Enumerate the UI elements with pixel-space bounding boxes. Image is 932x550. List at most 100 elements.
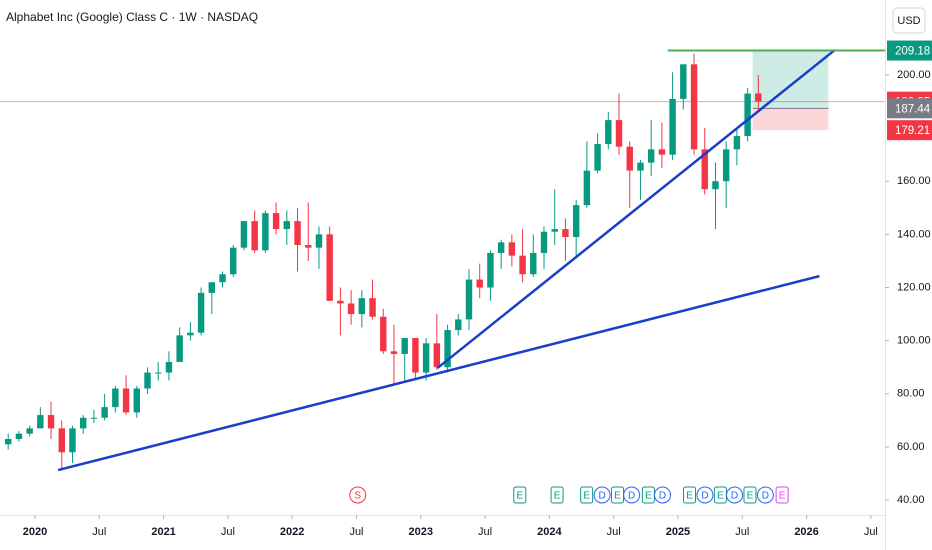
event-marker xyxy=(580,486,594,504)
candle-body xyxy=(144,372,151,389)
candle-body xyxy=(240,221,248,248)
chart-title: Alphabet Inc (Google) Class C · 1W · NAS… xyxy=(6,10,258,24)
candle-body xyxy=(79,417,87,429)
event-label: E xyxy=(779,491,786,502)
candle-body xyxy=(37,415,44,429)
candle-body xyxy=(637,162,644,171)
x-tick-label: Jul xyxy=(864,526,878,538)
candle-body xyxy=(133,388,140,413)
candle-body xyxy=(15,433,23,439)
event-marker xyxy=(623,486,641,504)
event-marker xyxy=(513,486,527,504)
candle-body xyxy=(90,417,98,419)
event-marker xyxy=(696,486,714,504)
candle-body xyxy=(197,292,205,333)
candle-body xyxy=(669,98,676,155)
candle-body xyxy=(508,242,516,256)
price-badge xyxy=(887,40,932,61)
candle-body xyxy=(712,181,719,190)
x-tick-label: Jul xyxy=(221,526,235,538)
candle-body xyxy=(433,343,441,368)
candle-body xyxy=(626,146,633,171)
candle-body xyxy=(572,205,580,238)
trend-line xyxy=(57,274,820,472)
candle-body xyxy=(112,388,119,408)
candle-body xyxy=(422,343,430,373)
candle-body xyxy=(465,279,473,320)
candle-body xyxy=(658,149,666,155)
candle-body xyxy=(4,438,12,445)
candle-body xyxy=(701,149,708,190)
candle-body xyxy=(615,120,623,147)
event-marker xyxy=(756,486,774,504)
x-tick-label: Jul xyxy=(478,526,492,538)
currency-box[interactable] xyxy=(892,7,926,34)
profit-zone xyxy=(752,50,829,109)
event-marker xyxy=(550,486,564,504)
candle-body xyxy=(315,234,323,248)
event-marker xyxy=(743,486,757,504)
x-tick-label: Jul xyxy=(92,526,106,538)
event-marker xyxy=(593,486,611,504)
candle-body xyxy=(605,120,612,145)
event-label: E xyxy=(516,491,523,502)
event-label: D xyxy=(731,491,738,502)
candle-body xyxy=(444,330,451,368)
candle-body xyxy=(369,298,376,317)
candle-body xyxy=(755,93,762,102)
y-tick-label: 140.00 xyxy=(897,228,931,240)
candle-body xyxy=(358,298,366,315)
event-marker xyxy=(683,486,697,504)
candle-body xyxy=(347,303,355,315)
price-badge-label: 187.44 xyxy=(895,103,931,115)
candle-body xyxy=(294,221,301,246)
candle-body xyxy=(583,170,591,206)
candle-body xyxy=(680,64,687,99)
x-tick-label: 2024 xyxy=(537,526,562,538)
currency: USD xyxy=(897,15,920,27)
candle-body xyxy=(594,144,601,171)
candle-body xyxy=(519,255,526,275)
candle-body xyxy=(122,388,130,413)
candle-body xyxy=(165,361,173,373)
event-label: D xyxy=(659,491,666,502)
x-tick-label: 2025 xyxy=(666,526,690,538)
candle-body xyxy=(744,93,751,137)
event-label: E xyxy=(747,491,754,502)
candle-body xyxy=(733,136,741,150)
price-badge-label: 209.18 xyxy=(895,46,930,58)
event-label: D xyxy=(628,491,635,502)
candle-body xyxy=(219,274,226,283)
event-label: D xyxy=(762,491,769,502)
event-marker xyxy=(654,486,672,504)
candle-body xyxy=(58,428,65,453)
event-marker xyxy=(775,486,789,504)
candle-body xyxy=(208,282,216,293)
event-marker xyxy=(726,486,744,504)
price-badge-label: 179.21 xyxy=(895,125,930,137)
candle-body xyxy=(251,221,258,251)
event-label: S xyxy=(354,491,361,502)
axes: 40.00 60.00 80.00 100.00 120.00 140.00 160.00 2… xyxy=(23,40,932,538)
candle-body xyxy=(69,428,76,453)
event-label: E xyxy=(554,491,561,502)
y-tick-label: 160.00 xyxy=(897,175,931,187)
price-badge xyxy=(887,98,932,119)
event-label: E xyxy=(614,491,621,502)
candle-body xyxy=(722,149,730,182)
x-tick-label: 2021 xyxy=(151,526,175,538)
y-tick-label: 40.00 xyxy=(897,494,925,506)
candle-body xyxy=(647,149,655,163)
candle-body xyxy=(562,229,569,238)
x-tick-label: 2020 xyxy=(23,526,47,538)
candle-body xyxy=(262,213,269,251)
candle-body xyxy=(540,231,548,253)
trend-line xyxy=(436,48,836,370)
event-label: D xyxy=(701,491,708,502)
price-badge xyxy=(887,120,932,141)
candle-body xyxy=(187,332,194,336)
y-tick-label: 100.00 xyxy=(897,335,931,347)
